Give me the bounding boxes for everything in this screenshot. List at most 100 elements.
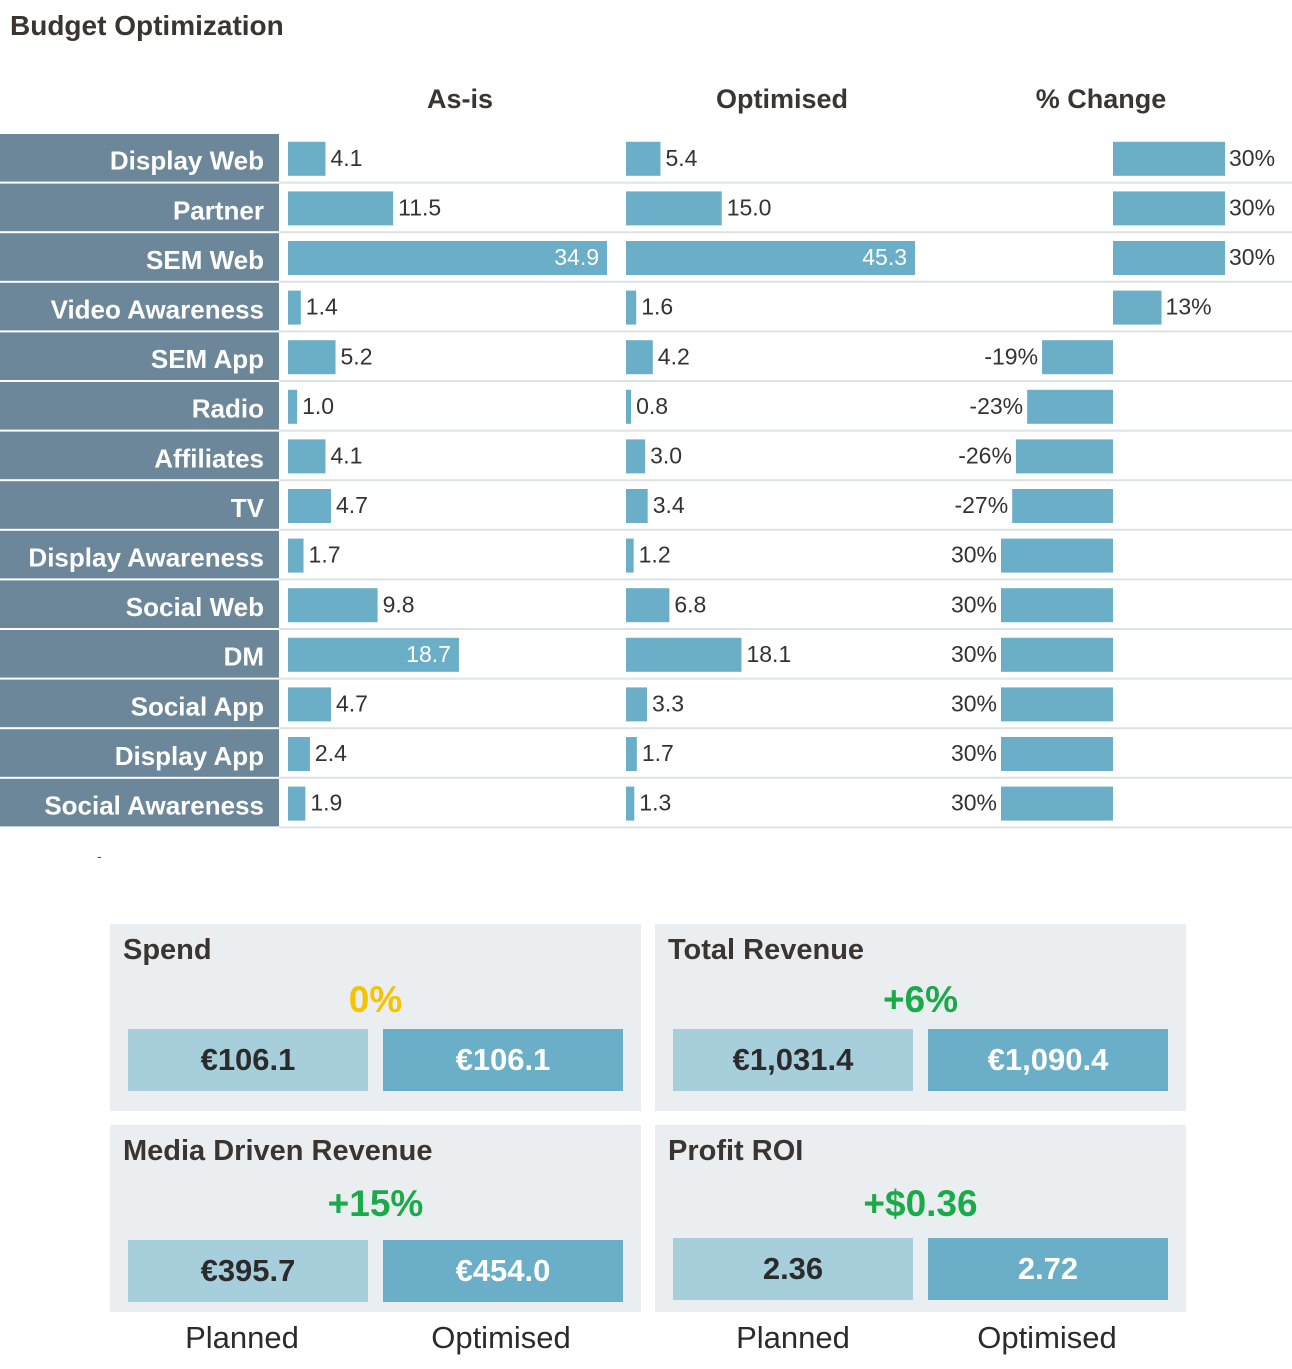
category-label-cell xyxy=(0,630,279,678)
category-label: Radio xyxy=(192,394,264,424)
optimised-value-label: 3.4 xyxy=(653,492,685,518)
category-label-cell xyxy=(0,382,279,430)
footer-label-optimised: Optimised xyxy=(431,1320,571,1355)
as-is-bar xyxy=(288,687,331,722)
kpi-title: Total Revenue xyxy=(668,934,865,966)
category-label: Social Web xyxy=(126,592,264,622)
optimised-bar xyxy=(626,786,635,821)
category-label: Display Awareness xyxy=(28,542,264,572)
kpi-change: +15% xyxy=(327,1183,424,1224)
kpi-planned-value: €106.1 xyxy=(128,1029,368,1091)
column-header-as-is: As-is xyxy=(426,84,494,114)
optimised-bar xyxy=(626,241,915,275)
optimised-bar xyxy=(626,737,637,771)
category-label: Social Awareness xyxy=(44,790,264,820)
change-bar xyxy=(1001,538,1113,573)
change-bar xyxy=(1027,389,1113,424)
as-is-value-label: 34.9 xyxy=(554,244,599,270)
change-bar xyxy=(1042,340,1113,375)
kpi-planned-value: €395.7 xyxy=(128,1240,368,1302)
as-is-value-label: 4.7 xyxy=(336,492,368,518)
optimised-value-label: 18.1 xyxy=(746,641,791,667)
category-label: SEM Web xyxy=(146,245,264,275)
page-title: Budget Optimization xyxy=(10,10,284,41)
optimised-value-label: 1.3 xyxy=(639,790,671,816)
change-value-label: -26% xyxy=(958,442,1012,468)
kpi-card-spend: Spend 0% €106.1 €106.1 xyxy=(110,924,641,1111)
change-value-label: -27% xyxy=(954,492,1008,518)
category-label: Display App xyxy=(115,741,264,771)
as-is-value-label: 2.4 xyxy=(315,740,347,766)
as-is-value-label: 5.2 xyxy=(341,343,373,369)
category-label: TV xyxy=(231,493,265,523)
footer-label-optimised: Optimised xyxy=(977,1320,1117,1355)
category-label-cell xyxy=(0,530,279,579)
optimised-value-label: 5.4 xyxy=(665,145,697,171)
change-bar xyxy=(1012,489,1113,523)
category-label-cell xyxy=(0,729,279,777)
kpi-planned-value: €1,031.4 xyxy=(673,1029,913,1091)
change-bar xyxy=(1015,439,1113,474)
change-bar xyxy=(1001,786,1113,821)
change-value-label: 30% xyxy=(951,542,997,568)
as-is-value-label: 9.8 xyxy=(383,591,415,617)
as-is-value-label: 4.1 xyxy=(330,145,362,171)
kpi-planned-value: 2.36 xyxy=(673,1238,913,1300)
change-value-label: 30% xyxy=(951,790,997,816)
change-bar xyxy=(1001,588,1113,623)
optimised-value-label: 0.8 xyxy=(636,393,668,419)
optimised-bar xyxy=(626,637,742,672)
footer-label-planned: Planned xyxy=(185,1320,299,1355)
category-label: Display Web xyxy=(110,146,264,176)
kpi-card-media-driven-revenue: Media Driven Revenue +15% €395.7 €454.0 xyxy=(110,1125,641,1312)
as-is-bar xyxy=(288,538,304,573)
as-is-value-label: 1.9 xyxy=(310,790,342,816)
optimised-bar xyxy=(626,538,634,573)
change-bar xyxy=(1001,637,1113,672)
as-is-value-label: 1.7 xyxy=(309,542,341,568)
category-label-cell xyxy=(0,332,279,380)
change-value-label: 30% xyxy=(951,740,997,766)
as-is-bar xyxy=(288,637,459,672)
category-label: Social App xyxy=(131,691,264,721)
optimised-value-label: 1.7 xyxy=(642,740,674,766)
optimised-bar xyxy=(626,340,653,375)
as-is-bar xyxy=(288,786,306,821)
optimised-bar xyxy=(626,439,646,474)
kpi-optimised-value: €106.1 xyxy=(383,1029,623,1091)
optimised-value-label: 4.2 xyxy=(658,343,690,369)
optimised-value-label: 45.3 xyxy=(862,244,907,270)
optimised-bar xyxy=(626,687,648,722)
change-bar xyxy=(1113,241,1225,275)
kpi-card-profit-roi: Profit ROI +$0.36 2.36 2.72 xyxy=(655,1125,1186,1312)
category-label: Partner xyxy=(173,195,264,225)
as-is-value-label: 11.5 xyxy=(398,194,441,220)
change-value-label: 30% xyxy=(1229,244,1275,270)
as-is-value-label: 4.1 xyxy=(330,442,362,468)
as-is-value-label: 1.4 xyxy=(306,294,338,320)
kpi-title: Profit ROI xyxy=(668,1135,804,1167)
optimised-value-label: 1.2 xyxy=(639,542,671,568)
category-label-cell xyxy=(0,580,279,628)
optimised-value-label: 6.8 xyxy=(674,591,706,617)
as-is-value-label: 1.0 xyxy=(302,393,334,419)
change-value-label: 30% xyxy=(951,690,997,716)
optimised-value-label: 3.3 xyxy=(652,690,684,716)
column-header-change: % Change xyxy=(1035,84,1167,114)
optimised-bar xyxy=(626,588,670,623)
change-bar xyxy=(1113,191,1225,226)
category-label-cell xyxy=(0,778,279,827)
footer-label-planned: Planned xyxy=(736,1320,850,1355)
category-label-cell xyxy=(0,134,279,182)
category-label-cell xyxy=(0,431,279,480)
kpi-title: Media Driven Revenue xyxy=(123,1135,433,1167)
change-bar xyxy=(1001,737,1113,771)
category-label-cell xyxy=(0,183,279,232)
change-bar xyxy=(1113,290,1162,325)
as-is-bar xyxy=(288,241,607,275)
change-value-label: -23% xyxy=(969,393,1023,419)
optimised-value-label: 15.0 xyxy=(727,194,772,220)
as-is-bar xyxy=(288,141,326,176)
optimised-bar xyxy=(626,191,722,226)
kpi-optimised-value: 2.72 xyxy=(928,1238,1168,1300)
